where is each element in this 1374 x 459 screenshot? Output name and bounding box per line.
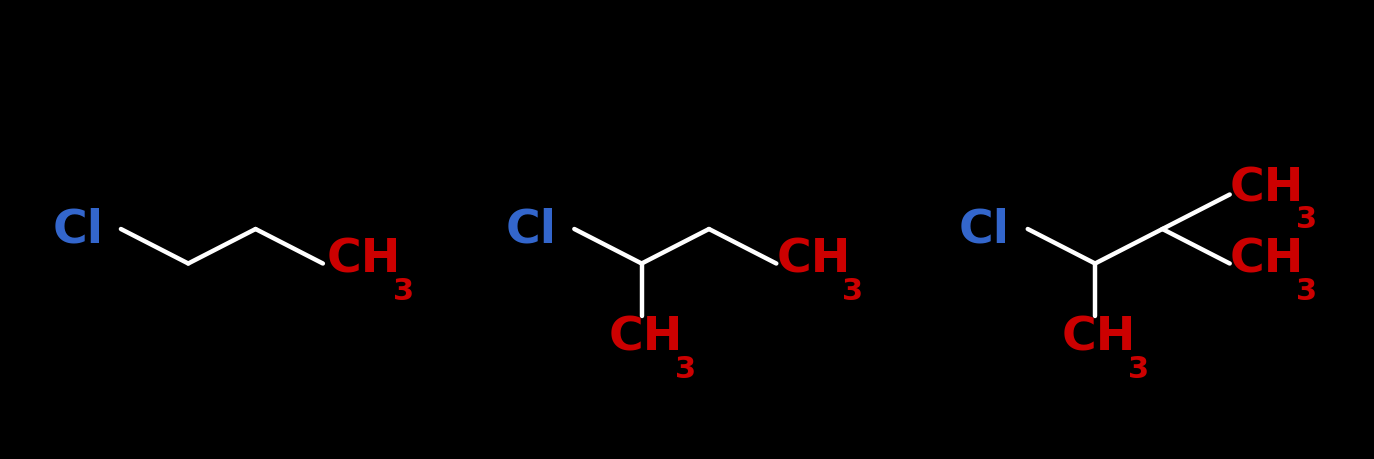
Text: CH: CH	[609, 315, 683, 360]
Text: Cl: Cl	[506, 207, 556, 252]
Text: CH: CH	[1062, 315, 1136, 360]
Text: CH: CH	[327, 237, 401, 282]
Text: 3: 3	[1128, 354, 1149, 383]
Text: 3: 3	[1296, 276, 1316, 305]
Text: Cl: Cl	[52, 207, 103, 252]
Text: 3: 3	[675, 354, 695, 383]
Text: CH: CH	[776, 237, 851, 282]
Text: CH: CH	[1230, 237, 1304, 282]
Text: 3: 3	[842, 276, 863, 305]
Text: 3: 3	[393, 276, 414, 305]
Text: 3: 3	[1296, 205, 1316, 234]
Text: Cl: Cl	[959, 207, 1010, 252]
Text: CH: CH	[1230, 166, 1304, 211]
